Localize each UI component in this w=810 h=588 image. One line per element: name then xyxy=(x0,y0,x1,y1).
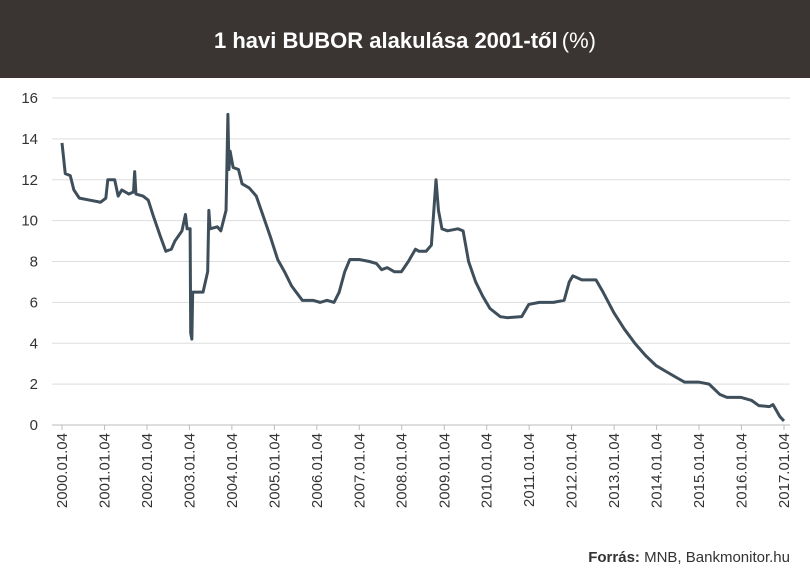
y-tick-label: 8 xyxy=(30,254,38,271)
x-tick-label: 2014.01.04 xyxy=(649,433,666,508)
x-tick-label: 2005.01.04 xyxy=(266,433,283,508)
x-tick-label: 2003.01.04 xyxy=(181,433,198,508)
x-tick-label: 2010.01.04 xyxy=(479,433,496,508)
x-tick-label: 2008.01.04 xyxy=(394,433,411,508)
x-tick-label: 2004.01.04 xyxy=(224,433,241,508)
y-tick-label: 14 xyxy=(21,131,38,148)
x-tick-label: 2011.01.04 xyxy=(521,433,538,507)
data-line xyxy=(60,112,786,422)
x-tick-label: 2007.01.04 xyxy=(351,433,368,508)
chart-title-wrap: 1 havi BUBOR alakulása 2001-től (%) xyxy=(214,28,596,53)
x-tick-label: 2009.01.04 xyxy=(436,433,453,508)
y-tick-label: 10 xyxy=(21,213,38,230)
y-tick-label: 12 xyxy=(21,172,38,189)
y-tick-label: 6 xyxy=(30,294,38,311)
x-tick-label: 2016.01.04 xyxy=(733,433,750,508)
source-label: Forrás: xyxy=(588,549,640,566)
x-tick-label: 2001.01.04 xyxy=(97,433,114,508)
x-tick-label: 2013.01.04 xyxy=(606,433,623,508)
x-tick-label: 2012.01.04 xyxy=(564,433,581,508)
y-tick-label: 2 xyxy=(30,376,38,393)
source-wrap: Forrás: MNB, Bankmonitor.hu xyxy=(588,549,790,566)
x-tick-label: 2006.01.04 xyxy=(309,433,326,508)
y-tick-label: 16 xyxy=(21,90,38,107)
y-tick-label: 0 xyxy=(30,417,38,434)
x-tick-label: 2015.01.04 xyxy=(691,433,708,508)
y-tick-label: 4 xyxy=(30,335,38,352)
x-tick-label: 2002.01.04 xyxy=(139,433,156,508)
chart-title: 1 havi BUBOR alakulása 2001-től xyxy=(214,28,558,53)
title-unit: (%) xyxy=(562,28,596,53)
x-tick-label: 2000.01.04 xyxy=(54,433,71,508)
header-bar xyxy=(0,0,810,78)
x-tick-label: 2017.01.04 xyxy=(776,433,793,508)
source: MNB, Bankmonitor.hu xyxy=(644,549,790,566)
